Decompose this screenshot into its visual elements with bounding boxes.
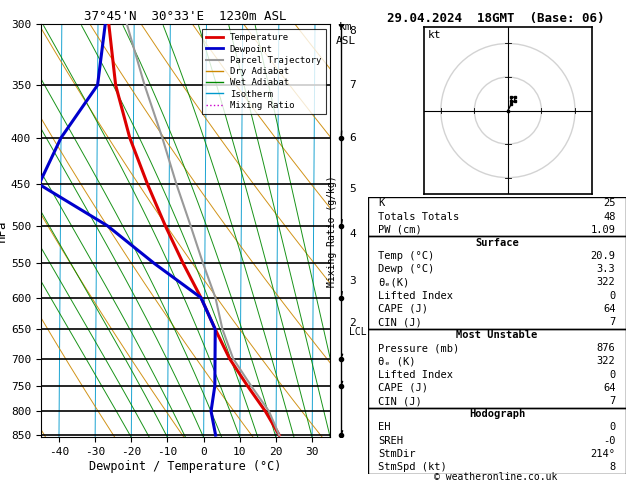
Text: CAPE (J): CAPE (J) bbox=[378, 304, 428, 314]
Text: Mixing Ratio (g/kg): Mixing Ratio (g/kg) bbox=[327, 175, 337, 287]
Text: Totals Totals: Totals Totals bbox=[378, 211, 460, 222]
Text: 214°: 214° bbox=[591, 449, 616, 459]
Bar bbox=[368, 408, 626, 474]
Text: 6: 6 bbox=[349, 133, 356, 143]
X-axis label: Dewpoint / Temperature (°C): Dewpoint / Temperature (°C) bbox=[89, 460, 282, 473]
Text: θₑ(K): θₑ(K) bbox=[378, 278, 409, 287]
Text: 1.09: 1.09 bbox=[591, 225, 616, 235]
Text: 8: 8 bbox=[349, 26, 356, 36]
Text: 25: 25 bbox=[603, 198, 616, 208]
Text: 3: 3 bbox=[349, 276, 356, 286]
Text: 5: 5 bbox=[349, 184, 356, 193]
Legend: Temperature, Dewpoint, Parcel Trajectory, Dry Adiabat, Wet Adiabat, Isotherm, Mi: Temperature, Dewpoint, Parcel Trajectory… bbox=[202, 29, 326, 114]
Text: 20.9: 20.9 bbox=[591, 251, 616, 261]
Text: 3.3: 3.3 bbox=[597, 264, 616, 274]
Text: Lifted Index: Lifted Index bbox=[378, 291, 454, 301]
Text: 0: 0 bbox=[610, 291, 616, 301]
Text: 2: 2 bbox=[349, 318, 356, 328]
Text: 322: 322 bbox=[597, 356, 616, 366]
Text: km: km bbox=[339, 22, 353, 32]
Text: -0: -0 bbox=[603, 435, 616, 446]
Bar bbox=[368, 329, 626, 408]
Text: ASL: ASL bbox=[336, 36, 356, 46]
Title: 37°45'N  30°33'E  1230m ASL: 37°45'N 30°33'E 1230m ASL bbox=[84, 10, 287, 23]
Text: θₑ (K): θₑ (K) bbox=[378, 356, 416, 366]
Text: 8: 8 bbox=[610, 462, 616, 472]
Text: StmSpd (kt): StmSpd (kt) bbox=[378, 462, 447, 472]
Text: 48: 48 bbox=[603, 211, 616, 222]
Text: CAPE (J): CAPE (J) bbox=[378, 383, 428, 393]
Text: Pressure (mb): Pressure (mb) bbox=[378, 343, 460, 353]
Bar bbox=[368, 236, 626, 329]
Text: 4: 4 bbox=[349, 228, 356, 239]
Text: Temp (°C): Temp (°C) bbox=[378, 251, 435, 261]
Text: Most Unstable: Most Unstable bbox=[456, 330, 538, 340]
Text: 29.04.2024  18GMT  (Base: 06): 29.04.2024 18GMT (Base: 06) bbox=[387, 12, 604, 25]
Text: 7: 7 bbox=[610, 317, 616, 327]
Text: 7: 7 bbox=[349, 80, 356, 90]
Y-axis label: hPa: hPa bbox=[0, 220, 8, 242]
Text: kt: kt bbox=[428, 30, 441, 40]
Text: LCL: LCL bbox=[349, 327, 367, 337]
Text: 64: 64 bbox=[603, 383, 616, 393]
Text: PW (cm): PW (cm) bbox=[378, 225, 422, 235]
Text: 64: 64 bbox=[603, 304, 616, 314]
Text: CIN (J): CIN (J) bbox=[378, 396, 422, 406]
Text: Hodograph: Hodograph bbox=[469, 409, 525, 419]
Text: SREH: SREH bbox=[378, 435, 403, 446]
Text: Lifted Index: Lifted Index bbox=[378, 370, 454, 380]
Text: Surface: Surface bbox=[475, 238, 519, 248]
Text: 0: 0 bbox=[610, 422, 616, 432]
Text: CIN (J): CIN (J) bbox=[378, 317, 422, 327]
Text: Dewp (°C): Dewp (°C) bbox=[378, 264, 435, 274]
Text: 7: 7 bbox=[610, 396, 616, 406]
Text: EH: EH bbox=[378, 422, 391, 432]
Bar bbox=[368, 197, 626, 236]
Text: StmDir: StmDir bbox=[378, 449, 416, 459]
Text: K: K bbox=[378, 198, 384, 208]
Text: © weatheronline.co.uk: © weatheronline.co.uk bbox=[433, 472, 557, 482]
Text: 0: 0 bbox=[610, 370, 616, 380]
Text: 322: 322 bbox=[597, 278, 616, 287]
Text: 876: 876 bbox=[597, 343, 616, 353]
